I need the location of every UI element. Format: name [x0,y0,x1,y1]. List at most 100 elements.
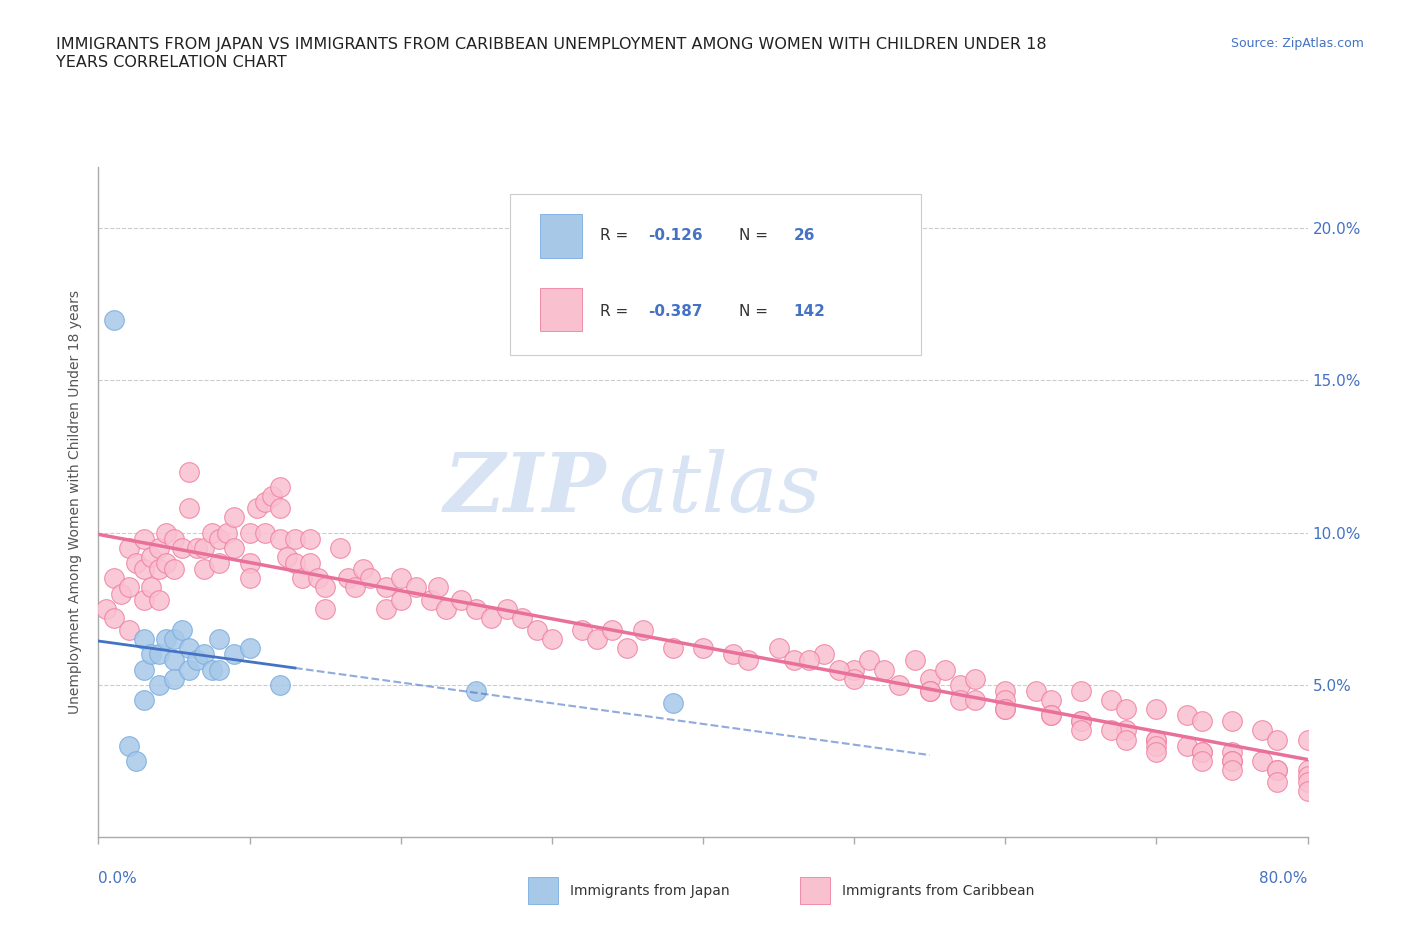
Point [1191,744,1213,759]
FancyBboxPatch shape [540,288,582,331]
Text: N =: N = [740,304,773,319]
Point [201,525,224,540]
Point [571,622,593,637]
Text: IMMIGRANTS FROM JAPAN VS IMMIGRANTS FROM CARIBBEAN UNEMPLOYMENT AMONG WOMEN WITH: IMMIGRANTS FROM JAPAN VS IMMIGRANTS FROM… [56,37,1047,70]
Point [239,571,262,586]
Point [224,647,246,662]
Point [284,531,307,546]
Point [481,610,503,625]
Point [1024,684,1046,698]
Point [1070,684,1092,698]
Point [858,653,880,668]
Point [540,631,562,646]
Point [118,622,141,637]
Point [314,580,336,595]
Point [148,540,170,555]
FancyBboxPatch shape [527,877,558,904]
Point [1220,753,1243,768]
Point [465,602,488,617]
Point [1191,744,1213,759]
Point [179,641,201,656]
Point [269,677,291,692]
Point [269,531,291,546]
Text: R =: R = [600,228,633,244]
Point [224,510,246,525]
Point [616,641,638,656]
Point [239,525,262,540]
Point [1070,714,1092,729]
Point [155,631,177,646]
Point [132,562,155,577]
Point [1296,732,1319,747]
Point [329,540,352,555]
Point [797,653,820,668]
Point [1144,702,1167,717]
Point [170,622,193,637]
Point [155,555,177,570]
Point [179,662,201,677]
Point [246,501,269,516]
FancyBboxPatch shape [509,194,921,355]
Point [215,525,238,540]
Point [450,592,472,607]
Point [1115,723,1137,737]
Point [336,571,359,586]
Point [965,693,987,708]
Point [434,602,457,617]
Point [934,662,956,677]
Point [193,562,215,577]
Point [844,662,866,677]
Point [918,671,941,686]
Point [918,684,941,698]
Point [163,531,186,546]
Point [360,571,382,586]
Point [949,677,972,692]
Point [1175,708,1198,723]
Point [163,671,186,686]
Text: -0.126: -0.126 [648,228,703,244]
Point [155,525,177,540]
Point [526,622,548,637]
Point [1191,753,1213,768]
Point [299,555,322,570]
Point [374,602,396,617]
Point [904,653,927,668]
Point [291,571,314,586]
Point [193,647,215,662]
Point [118,540,141,555]
Y-axis label: Unemployment Among Women with Children Under 18 years: Unemployment Among Women with Children U… [69,290,83,714]
Point [420,592,443,607]
Point [873,662,896,677]
Point [276,550,298,565]
Point [1144,738,1167,753]
Point [208,555,231,570]
Point [1039,708,1062,723]
Point [949,693,972,708]
Point [1175,738,1198,753]
Point [179,464,201,479]
FancyBboxPatch shape [800,877,830,904]
Point [148,647,170,662]
Point [994,693,1017,708]
Point [844,671,866,686]
Point [1296,763,1319,777]
Text: N =: N = [740,228,773,244]
Point [602,622,624,637]
Point [103,571,125,586]
Point [692,641,714,656]
FancyBboxPatch shape [540,214,582,258]
Point [1039,693,1062,708]
Point [314,602,336,617]
Text: Source: ZipAtlas.com: Source: ZipAtlas.com [1230,37,1364,50]
Point [262,488,284,503]
Point [141,580,163,595]
Point [1099,723,1122,737]
Point [1220,753,1243,768]
Text: ZIP: ZIP [444,449,606,529]
Text: 0.0%: 0.0% [98,871,138,886]
Point [918,684,941,698]
Point [344,580,367,595]
Point [1267,763,1289,777]
Point [163,631,186,646]
Point [132,531,155,546]
